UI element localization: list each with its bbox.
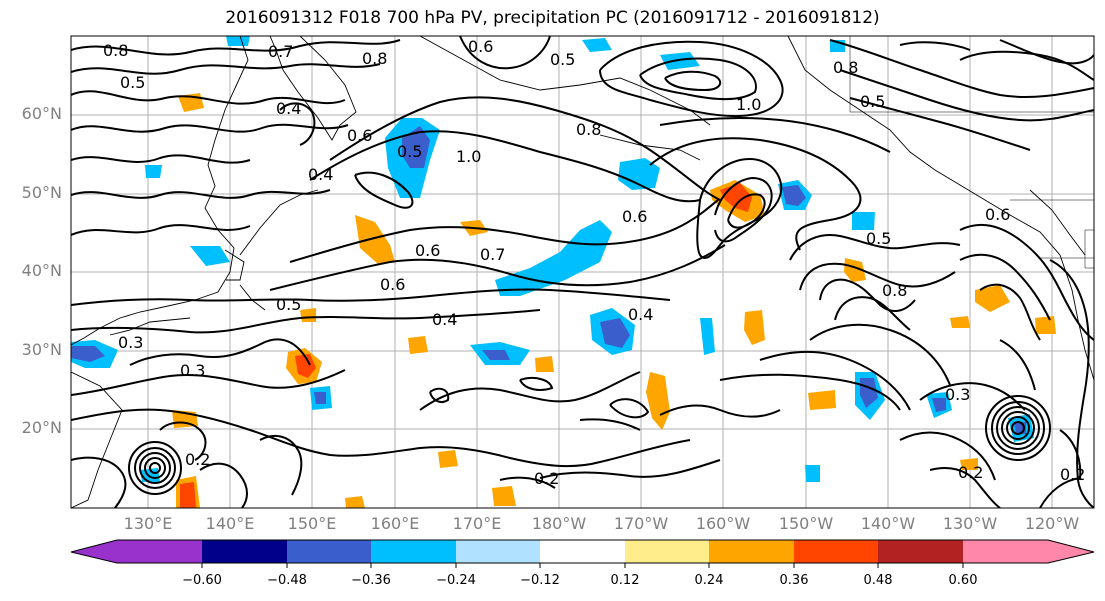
colorbar-bin: [709, 540, 794, 563]
colorbar-bin: [625, 540, 709, 563]
lat-label: 40°N: [21, 261, 62, 280]
contour-label: 0.6: [468, 37, 493, 56]
contour-label: 0.2: [534, 469, 559, 488]
lat-label: 20°N: [21, 418, 62, 437]
contour-label: 0.2: [185, 450, 210, 469]
contour-label: 0.8: [103, 41, 128, 60]
contour-label: 0.7: [268, 42, 293, 61]
contour-label: 0.4: [628, 305, 653, 324]
lon-label: 170°W: [613, 514, 669, 533]
lon-label: 160°E: [370, 514, 420, 533]
lon-label: 140°E: [205, 514, 255, 533]
lon-label: 130°E: [123, 514, 173, 533]
colorbar-tick-label: −0.36: [351, 573, 391, 588]
contour-label: 0.4: [308, 165, 333, 184]
map-area: 0.8 0.7 0.8 0.6 0.5 0.5 0.4 1.0 0.8 0.5 …: [70, 35, 1095, 509]
lon-label: 120°W: [1024, 514, 1080, 533]
cyclone-rings: [128, 395, 1051, 495]
lon-label: 150°E: [287, 514, 337, 533]
map-frame: [70, 35, 1095, 509]
contour-label: 0.8: [833, 58, 858, 77]
colorbar-tick-label: 0.48: [863, 573, 893, 588]
contour-label: 0.5: [397, 142, 422, 161]
coastlines: [71, 36, 1094, 508]
colorbar-tick-label: −0.48: [267, 573, 307, 588]
colorbar-tick-label: −0.60: [182, 573, 222, 588]
colorbar-tick-label: 0.60: [948, 573, 978, 588]
colorbar-extend-max: [1048, 540, 1094, 563]
pv-contours: [71, 36, 1094, 508]
lat-label: 30°N: [21, 340, 62, 359]
contour-label: 0.8: [362, 49, 387, 68]
lon-label: 160°W: [695, 514, 751, 533]
lat-label: 50°N: [21, 183, 62, 202]
contour-label: 0.7: [480, 245, 505, 264]
contour-label: 0.2: [1060, 465, 1085, 484]
contour-label: 0.3: [118, 333, 143, 352]
contour-label: 0.4: [432, 310, 457, 329]
contour-label: 0.6: [380, 275, 405, 294]
colorbar-bin: [371, 540, 456, 563]
lon-label: 140°W: [860, 514, 916, 533]
colorbar: [70, 539, 1095, 568]
colorbar-tick-label: −0.12: [520, 573, 560, 588]
contour-label: 0.3: [945, 385, 970, 404]
contour-label: 0.8: [882, 281, 907, 300]
lon-label: 170°E: [452, 514, 502, 533]
contour-label: 0.5: [550, 50, 575, 69]
colorbar-bin: [456, 540, 540, 563]
contour-label: 0.5: [860, 92, 885, 111]
colorbar-tick-label: −0.24: [436, 573, 476, 588]
colorbar-bin: [202, 540, 287, 563]
contour-label: 0.5: [866, 229, 891, 248]
lon-label: 150°W: [778, 514, 834, 533]
colorbar-bin: [117, 540, 202, 563]
colorbar-bin: [540, 540, 625, 563]
contour-label: 0.6: [415, 241, 440, 260]
colorbar-bin: [794, 540, 878, 563]
colorbar-ticks: [201, 563, 964, 568]
colorbar-tick-label: 0.12: [610, 573, 640, 588]
contour-label: 0.6: [622, 207, 647, 226]
contour-label: 0.4: [276, 99, 301, 118]
colorbar-tick-label: 0.24: [694, 573, 724, 588]
colorbar-bin: [878, 540, 963, 563]
contour-label: 0.5: [120, 73, 145, 92]
colorbar-bin: [963, 540, 1048, 563]
contour-label: 1.0: [456, 147, 481, 166]
colorbar-bin: [287, 540, 371, 563]
contour-labels: 0.8 0.7 0.8 0.6 0.5 0.5 0.4 1.0 0.8 0.5 …: [103, 37, 1085, 488]
contour-label: 0.5: [276, 295, 301, 314]
lon-label: 180°W: [531, 514, 587, 533]
contour-label: 1.0: [736, 95, 761, 114]
contour-label: 0.6: [985, 205, 1010, 224]
colorbar-outline: [70, 539, 1095, 564]
colorbar-extend-min: [71, 540, 117, 563]
lat-label: 60°N: [21, 104, 62, 123]
contour-label: 0.6: [347, 126, 372, 145]
map-title: 2016091312 F018 700 hPa PV, precipitatio…: [225, 8, 880, 28]
contour-label: 0.3: [180, 361, 205, 380]
contour-label: 0.2: [958, 463, 983, 482]
borders: [849, 36, 1094, 269]
colorbar-tick-label: 0.36: [779, 573, 809, 588]
lon-label: 130°W: [942, 514, 998, 533]
contour-label: 0.8: [576, 120, 601, 139]
